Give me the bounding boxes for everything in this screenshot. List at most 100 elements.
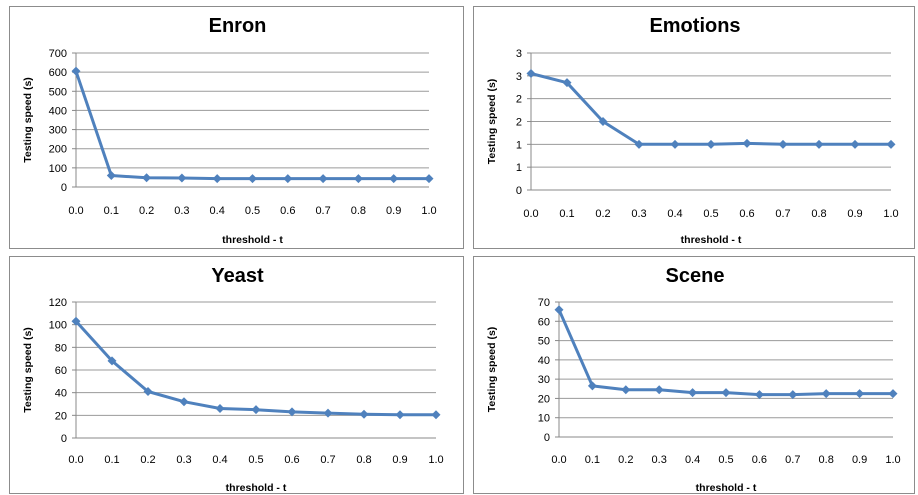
emotions-data-point	[634, 139, 644, 149]
emotions-y-tick-label: 3	[516, 48, 522, 60]
enron-data-point	[353, 174, 363, 184]
yeast-data-point	[71, 316, 81, 326]
emotions-data-point	[850, 139, 860, 149]
scene-x-axis-label: threshold - t	[696, 482, 757, 494]
emotions-x-tick-label: 0.9	[847, 208, 862, 220]
chart-panel-yeast: Yeast 0 20 40 60 80 100 120 0.0 0.1 0.2 0.3 0.4 0.5 0.…	[9, 256, 464, 494]
scene-data-point	[888, 389, 898, 399]
emotions-x-tick-label: 0.0	[523, 208, 538, 220]
yeast-x-tick-label: 0.9	[392, 454, 407, 466]
chart-yeast: Yeast 0 20 40 60 80 100 120 0.0 0.1 0.2 0.3 0.4 0.5 0.…	[22, 265, 444, 494]
enron-x-tick-label: 0.9	[386, 205, 401, 217]
emotions-data-point	[706, 139, 716, 149]
scene-x-tick-label: 1.0	[885, 454, 900, 466]
enron-y-tick-label: 200	[49, 144, 67, 156]
yeast-x-tick-label: 0.1	[104, 454, 119, 466]
emotions-x-tick-label: 1.0	[883, 208, 898, 220]
enron-y-tick-label: 500	[49, 86, 67, 98]
yeast-x-tick-label: 0.7	[320, 454, 335, 466]
enron-data-point	[212, 174, 222, 184]
scene-y-tick-label: 50	[538, 336, 550, 348]
emotions-series-line	[530, 72, 891, 146]
emotions-data-point	[778, 139, 788, 149]
scene-title: Scene	[666, 265, 725, 287]
enron-data-point	[318, 174, 328, 184]
scene-x-tick-label: 0.0	[551, 454, 566, 466]
scene-x-tick-label: 0.2	[618, 454, 633, 466]
emotions-y-tick-label: 0	[516, 185, 522, 197]
scene-y-tick-label: 40	[538, 355, 550, 367]
scene-y-tick-label: 60	[538, 316, 550, 328]
yeast-y-tick-label: 0	[61, 433, 67, 445]
yeast-y-axis-label: Testing speed (s)	[22, 327, 34, 413]
emotions-data-point	[670, 139, 680, 149]
scene-x-tick-label: 0.4	[685, 454, 700, 466]
enron-x-tick-label: 1.0	[421, 205, 436, 217]
enron-x-tick-label: 0.2	[139, 205, 154, 217]
scene-x-tick-label: 0.6	[752, 454, 767, 466]
yeast-x-tick-label: 0.4	[212, 454, 227, 466]
enron-data-point	[389, 174, 399, 184]
emotions-y-tick-label: 2	[516, 94, 522, 106]
enron-y-tick-label: 700	[49, 48, 67, 60]
yeast-x-tick-label: 1.0	[428, 454, 443, 466]
enron-x-tick-label: 0.6	[280, 205, 295, 217]
yeast-data-point	[215, 404, 225, 414]
yeast-y-tick-label: 80	[55, 342, 67, 354]
yeast-data-point	[359, 409, 369, 419]
scene-data-point	[621, 385, 631, 395]
emotions-x-axis-label: threshold - t	[681, 234, 742, 246]
yeast-data-point	[179, 397, 189, 407]
enron-y-axis-label: Testing speed (s)	[22, 77, 34, 163]
yeast-series-line	[74, 320, 436, 417]
enron-x-tick-label: 0.7	[315, 205, 330, 217]
scene-x-tick-label: 0.7	[785, 454, 800, 466]
scene-data-point	[721, 388, 731, 398]
yeast-data-point	[287, 407, 297, 417]
yeast-data-point	[107, 356, 117, 366]
chart-enron: Enron 0 100 200 300 400 500 600 700 0.0 0.1 0.2 0.3 0…	[22, 15, 437, 246]
yeast-y-tick-label: 40	[55, 388, 67, 400]
emotions-title: Emotions	[649, 15, 740, 37]
enron-data-point	[177, 173, 187, 183]
emotions-data-point	[598, 117, 608, 126]
emotions-x-tick-label: 0.8	[811, 208, 826, 220]
enron-x-tick-label: 0.8	[351, 205, 366, 217]
yeast-data-point	[431, 410, 441, 420]
enron-y-tick-label: 100	[49, 163, 67, 175]
yeast-data-point	[143, 387, 153, 397]
enron-data-point	[106, 171, 116, 181]
yeast-title: Yeast	[211, 265, 264, 287]
emotions-y-tick-label: 1	[516, 162, 522, 174]
emotions-x-tick-label: 0.1	[559, 208, 574, 220]
yeast-y-tick-label: 60	[55, 365, 67, 377]
scene-data-point	[754, 390, 764, 400]
scene-y-tick-label: 30	[538, 374, 550, 386]
enron-y-tick-label: 600	[49, 67, 67, 79]
emotions-y-tick-label: 1	[516, 139, 522, 151]
scene-data-point	[788, 390, 798, 400]
scene-y-tick-label: 20	[538, 393, 550, 405]
emotions-y-tick-label: 2	[516, 117, 522, 129]
yeast-data-point	[323, 408, 333, 418]
emotions-x-tick-label: 0.5	[703, 208, 718, 220]
scene-y-axis-label: Testing speed (s)	[486, 327, 498, 413]
enron-y-tick-label: 400	[49, 105, 67, 117]
scene-series-line	[557, 309, 893, 397]
enron-y-tick-label: 300	[49, 125, 67, 137]
enron-title: Enron	[209, 15, 267, 37]
enron-data-point	[248, 174, 257, 184]
enron-y-tick-label: 0	[61, 182, 67, 194]
enron-x-tick-label: 0.5	[245, 205, 260, 217]
chart-panel-enron: Enron 0 100 200 300 400 500 600 700 0.0 0.1 0.2 0.3 0…	[9, 6, 464, 249]
emotions-data-point	[742, 138, 752, 148]
scene-x-tick-label: 0.5	[718, 454, 733, 466]
yeast-x-tick-label: 0.0	[68, 454, 83, 466]
yeast-y-tick-label: 120	[49, 297, 67, 309]
emotions-data-point	[526, 69, 536, 79]
scene-y-tick-label: 0	[544, 432, 550, 444]
yeast-x-tick-label: 0.6	[284, 454, 299, 466]
chart-scene: Scene 0 10 20 30 40 50 60 70 0.0 0.1 0.2 0.3 0.4 0.5 0.…	[486, 265, 901, 494]
scene-x-tick-label: 0.3	[652, 454, 667, 466]
emotions-data-point	[814, 139, 824, 149]
